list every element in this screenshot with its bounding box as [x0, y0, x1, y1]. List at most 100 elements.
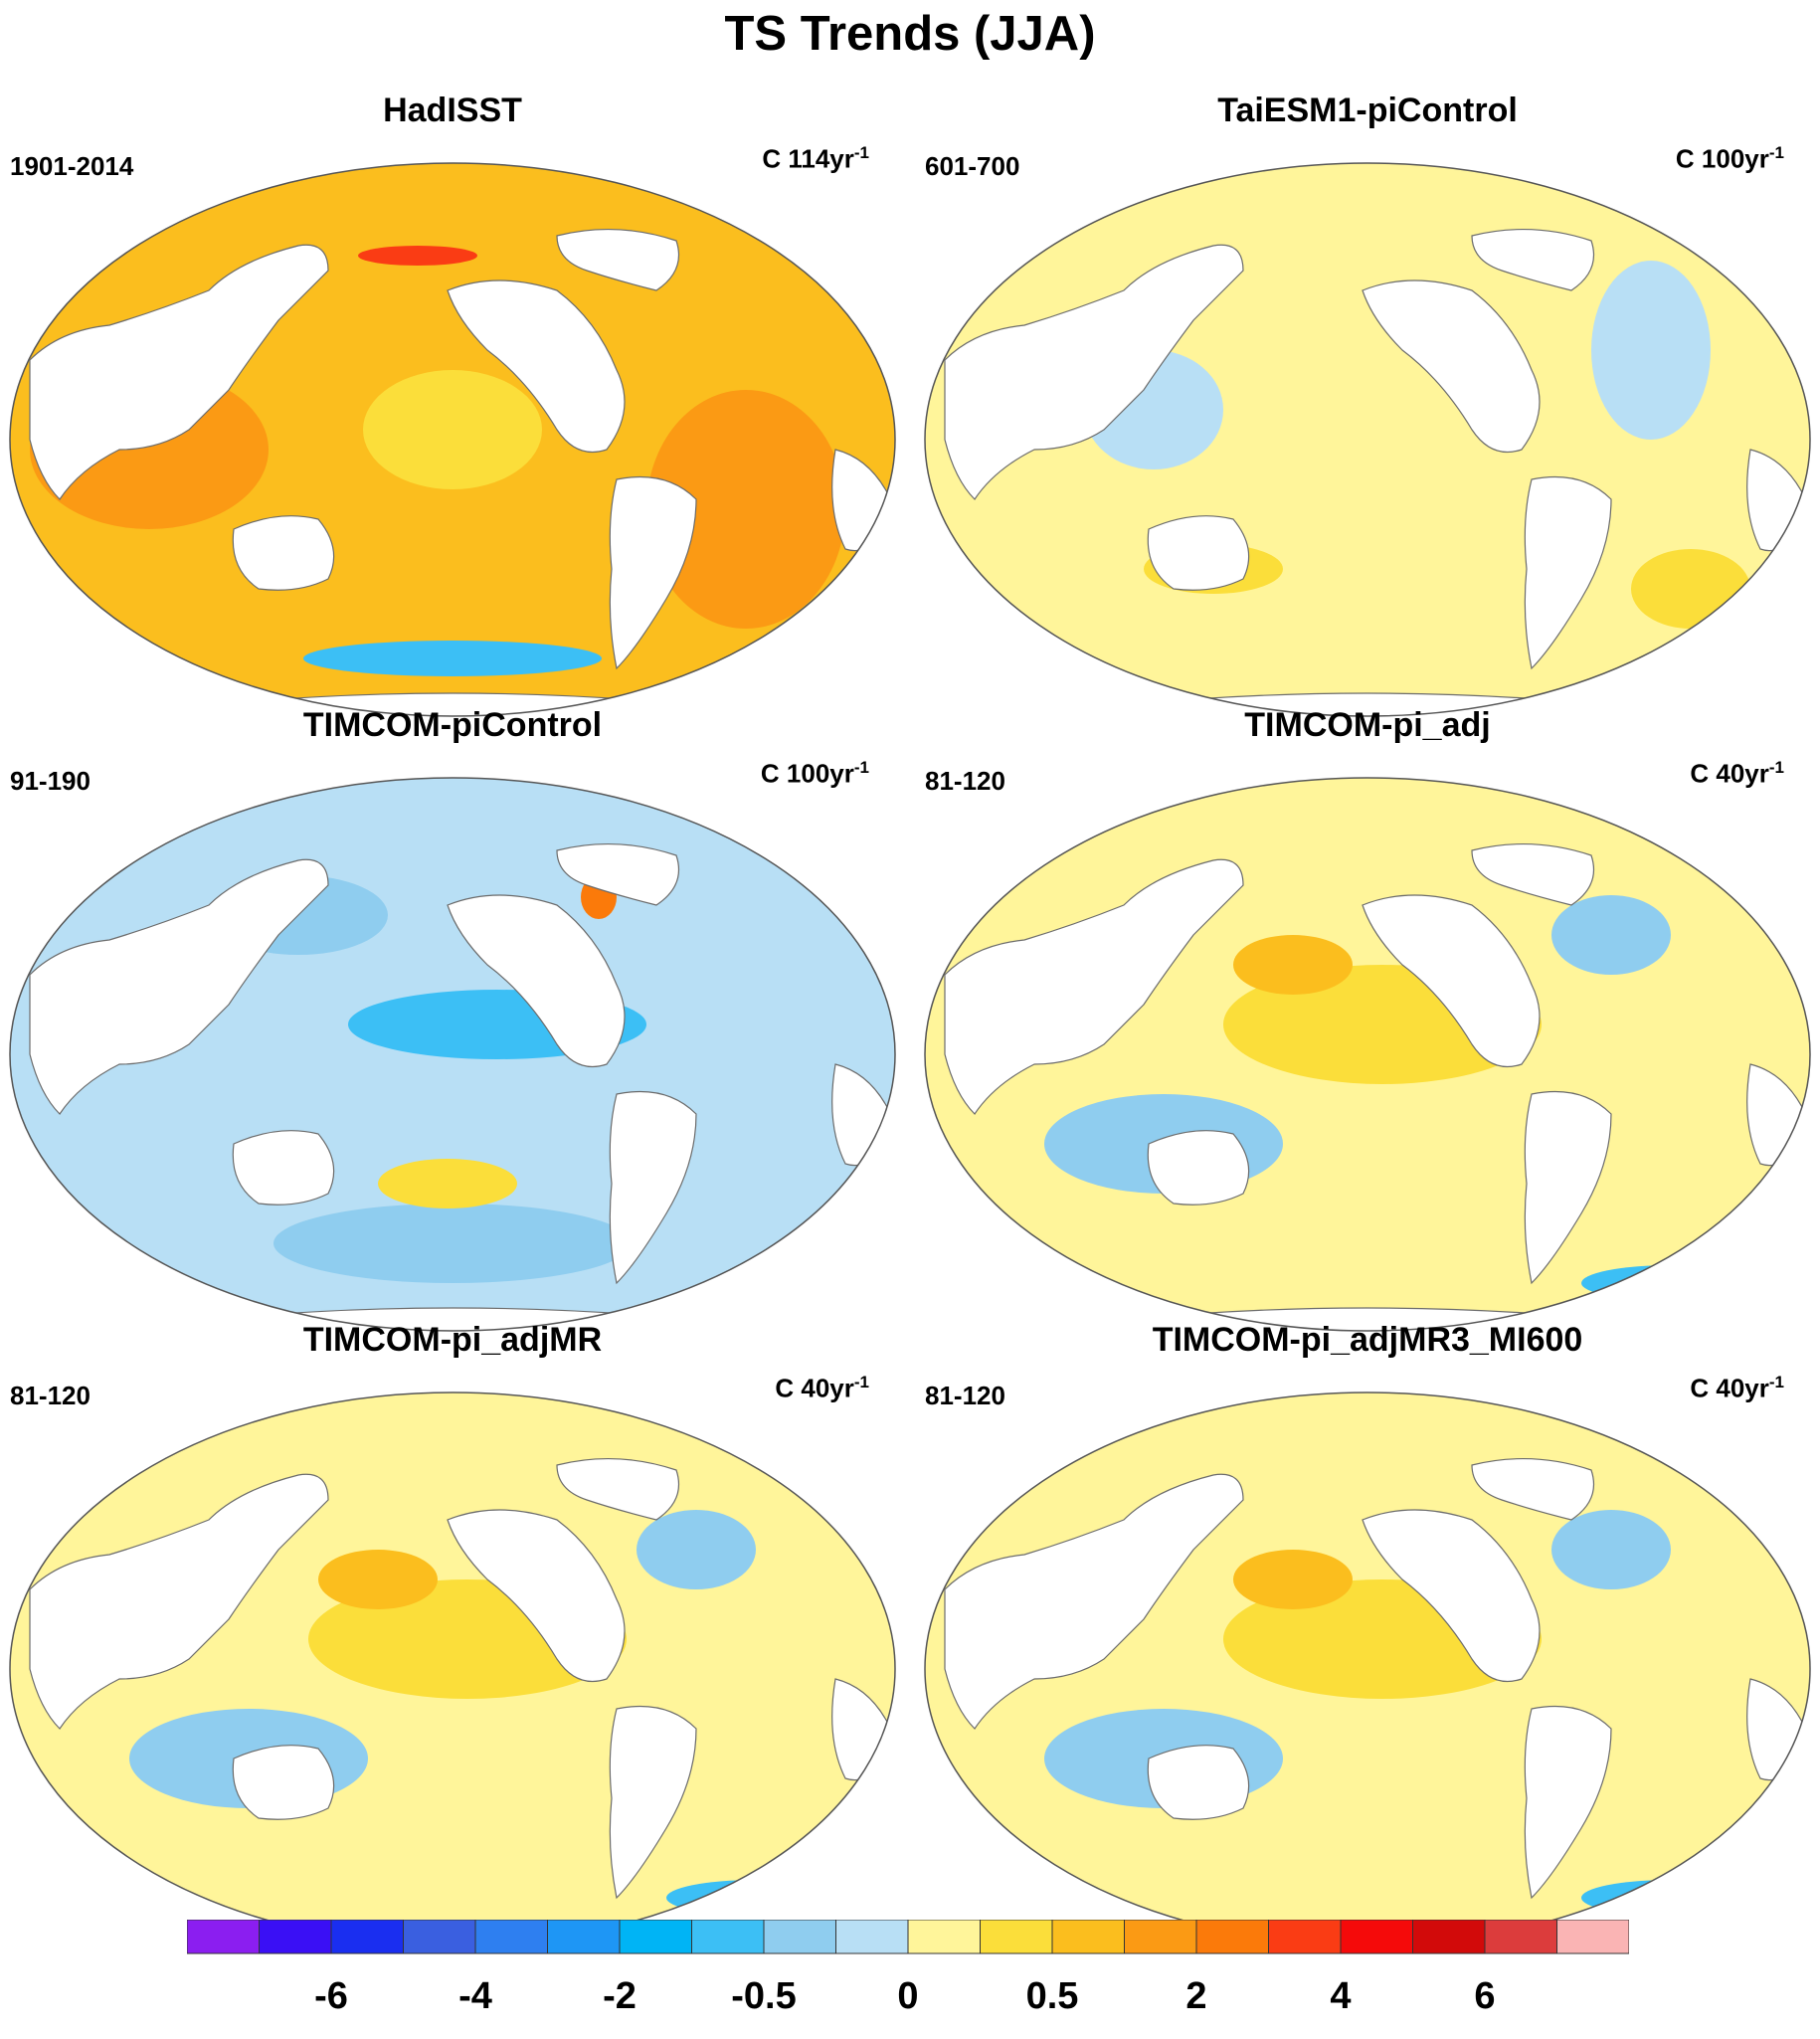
panel-title: TIMCOM-pi_adjMR [302, 1321, 603, 1359]
map-0 [9, 162, 896, 717]
colorbar-swatch [1268, 1920, 1342, 1954]
unit-text: C 100yr [760, 758, 854, 789]
land-mass [232, 1745, 335, 1820]
unit-exponent: -1 [1768, 143, 1784, 162]
land-mass [944, 244, 1244, 500]
colorbar-swatch [1195, 1920, 1269, 1954]
land-mass [447, 1509, 626, 1683]
trend-blob [646, 390, 845, 629]
panel-unit: C 114yr-1 [762, 143, 869, 175]
colorbar-swatch [259, 1920, 332, 1954]
trend-blob [666, 1880, 845, 1916]
unit-exponent: -1 [853, 1373, 869, 1391]
land-mass [1362, 894, 1541, 1068]
panel-period: 91-190 [10, 766, 91, 796]
panel-period: 81-120 [10, 1381, 91, 1410]
trend-blob [303, 641, 602, 676]
panel-unit: C 40yr-1 [1690, 1373, 1784, 1404]
panel-period: 81-120 [925, 766, 1005, 796]
unit-text: C 114yr [762, 143, 854, 174]
trend-blob [637, 1510, 756, 1589]
colorbar-swatch [619, 1920, 692, 1954]
land-mass [1147, 1130, 1250, 1205]
map-panel: TIMCOM-pi_adjMR3_MI600 81-120 C 40yr-1 [915, 1321, 1820, 1957]
unit-exponent: -1 [1768, 1373, 1784, 1391]
trend-blob [1581, 1265, 1760, 1301]
figure-title: TS Trends (JJA) [724, 7, 1096, 61]
land-mass [29, 244, 329, 500]
land-mass [556, 228, 680, 291]
land-mass [1147, 515, 1250, 591]
colorbar-tick-label: 6 [1474, 1975, 1496, 2017]
colorbar-tick-label: 4 [1330, 1975, 1352, 2017]
land-mass [944, 858, 1244, 1115]
trend-blob [1631, 549, 1750, 629]
land-mass [1524, 1091, 1612, 1285]
colorbar-tick-label: -2 [603, 1975, 637, 2017]
colorbar [187, 1920, 1629, 1954]
map-1 [924, 162, 1811, 717]
trend-blob [358, 246, 477, 266]
panel-period: 601-700 [925, 151, 1020, 181]
land-mass [29, 858, 329, 1115]
colorbar-swatch [907, 1920, 981, 1954]
colorbar-swatch [763, 1920, 836, 1954]
trend-blob [1233, 1550, 1353, 1609]
trend-blob [1581, 1880, 1760, 1916]
unit-text: C 40yr [775, 1373, 854, 1403]
colorbar-swatch [187, 1920, 260, 1954]
colorbar-swatch [1051, 1920, 1125, 1954]
colorbar-tick-label: 2 [1185, 1975, 1207, 2017]
land-mass [1147, 1745, 1250, 1820]
panel-title: TIMCOM-pi_adj [1244, 706, 1491, 744]
colorbar-swatch [547, 1920, 621, 1954]
colorbar-tick-label: -0.5 [731, 1975, 797, 2017]
map-panel: TIMCOM-pi_adjMR 81-120 C 40yr-1 [0, 1321, 905, 1957]
land-mass [609, 1091, 697, 1285]
land-mass [447, 279, 626, 454]
colorbar-tick-label: -6 [314, 1975, 348, 2017]
panel-title: HadISST [383, 92, 522, 129]
map-3 [924, 777, 1811, 1332]
unit-text: C 40yr [1690, 1373, 1769, 1403]
map-border [9, 777, 896, 1332]
land-mass [609, 475, 697, 670]
land-mass [1471, 842, 1595, 906]
colorbar-swatch [403, 1920, 476, 1954]
trend-blob [1591, 261, 1711, 440]
land-mass [1362, 279, 1541, 454]
colorbar-swatch [1340, 1920, 1413, 1954]
land-mass [29, 1473, 329, 1730]
land-mass [556, 1457, 680, 1521]
land-mass [447, 894, 626, 1068]
land-mass [556, 842, 680, 906]
unit-exponent: -1 [1768, 758, 1784, 777]
panel-title: TaiESM1-piControl [1217, 92, 1518, 129]
colorbar-swatch [474, 1920, 548, 1954]
map-4 [9, 1391, 896, 1946]
trend-blob [378, 1159, 517, 1208]
land-mass [609, 1706, 697, 1900]
trend-blob [1551, 1510, 1671, 1589]
map-panel: HadISST 1901-2014 C 114yr-1 [0, 92, 905, 728]
panel-period: 81-120 [925, 1381, 1005, 1410]
colorbar-swatch [1412, 1920, 1486, 1954]
colorbar-swatch [1124, 1920, 1197, 1954]
map-panel: TaiESM1-piControl 601-700 C 100yr-1 [915, 92, 1820, 728]
colorbar-swatch [835, 1920, 909, 1954]
land-mass [1524, 1706, 1612, 1900]
colorbar-swatch [330, 1920, 404, 1954]
colorbar-tick-label: -4 [458, 1975, 492, 2017]
panel-unit: C 100yr-1 [761, 758, 869, 790]
panel-title: TIMCOM-pi_adjMR3_MI600 [1152, 1321, 1583, 1359]
land-mass [944, 1473, 1244, 1730]
trend-blob [318, 1550, 438, 1609]
map-panel: TIMCOM-piControl 91-190 C 100yr-1 [0, 706, 905, 1343]
map-2 [9, 777, 896, 1332]
land-mass [1524, 475, 1612, 670]
colorbar-swatch [1556, 1920, 1629, 1954]
unit-text: C 40yr [1690, 758, 1769, 789]
unit-exponent: -1 [853, 143, 869, 162]
colorbar-tick-label: 0.5 [1025, 1975, 1079, 2017]
panel-unit: C 40yr-1 [1690, 758, 1784, 790]
